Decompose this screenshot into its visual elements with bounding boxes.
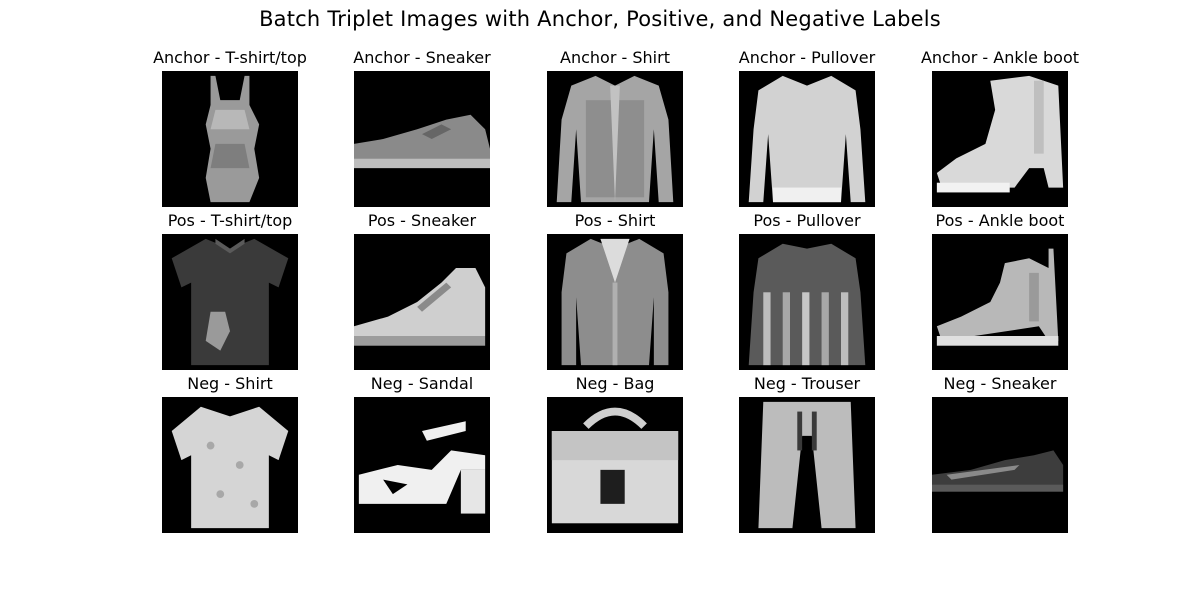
striped-pullover-image [739,234,875,370]
panel-title: Pos - Pullover [753,211,861,230]
panel-title: Neg - Bag [575,374,655,393]
ankle-boot-image [932,71,1068,207]
neg-trouser-panel: Neg - Trouser [697,374,917,533]
panel-title: Neg - Shirt [187,374,273,393]
panel-title: Neg - Sneaker [943,374,1057,393]
dark-tshirt-image [162,234,298,370]
pos-sneaker-panel: Pos - Sneaker [312,211,532,370]
sneaker-image [354,71,490,207]
neg-shirt-panel: Neg - Shirt [120,374,340,533]
anchor-tshirt-panel: Anchor - T-shirt/top [120,48,340,207]
pos-shirt-panel: Pos - Shirt [505,211,725,370]
panel-title: Pos - Sneaker [367,211,477,230]
high-heel-sandal-image [354,397,490,533]
panel-title: Anchor - T-shirt/top [153,48,307,67]
pos-pullover-panel: Pos - Pullover [697,211,917,370]
cardigan-image [547,234,683,370]
dark-sneaker-image [932,397,1068,533]
anchor-ankle-boot-panel: Anchor - Ankle boot [890,48,1110,207]
pullover-image [739,71,875,207]
panel-title: Anchor - Pullover [738,48,876,67]
panel-title: Pos - Ankle boot [935,211,1065,230]
pos-tshirt-panel: Pos - T-shirt/top [120,211,340,370]
panel-title: Neg - Sandal [370,374,474,393]
neg-bag-panel: Neg - Bag [505,374,725,533]
anchor-pullover-panel: Anchor - Pullover [697,48,917,207]
figure-title: Batch Triplet Images with Anchor, Positi… [259,7,941,31]
trouser-image [739,397,875,533]
neg-sandal-panel: Neg - Sandal [312,374,532,533]
anchor-shirt-panel: Anchor - Shirt [505,48,725,207]
panel-title: Pos - T-shirt/top [167,211,293,230]
neg-sneaker-panel: Neg - Sneaker [890,374,1110,533]
dress-image [162,71,298,207]
panel-title: Anchor - Ankle boot [920,48,1080,67]
anchor-sneaker-panel: Anchor - Sneaker [312,48,532,207]
pos-ankle-boot-panel: Pos - Ankle boot [890,211,1110,370]
panel-title: Anchor - Sneaker [353,48,491,67]
short-sleeve-shirt-image [162,397,298,533]
panel-title: Anchor - Shirt [560,48,670,67]
chelsea-boot-image [932,234,1068,370]
handbag-image [547,397,683,533]
long-sleeve-shirt-image [547,71,683,207]
panel-title: Neg - Trouser [753,374,861,393]
high-top-sneaker-image [354,234,490,370]
panel-title: Pos - Shirt [574,211,656,230]
